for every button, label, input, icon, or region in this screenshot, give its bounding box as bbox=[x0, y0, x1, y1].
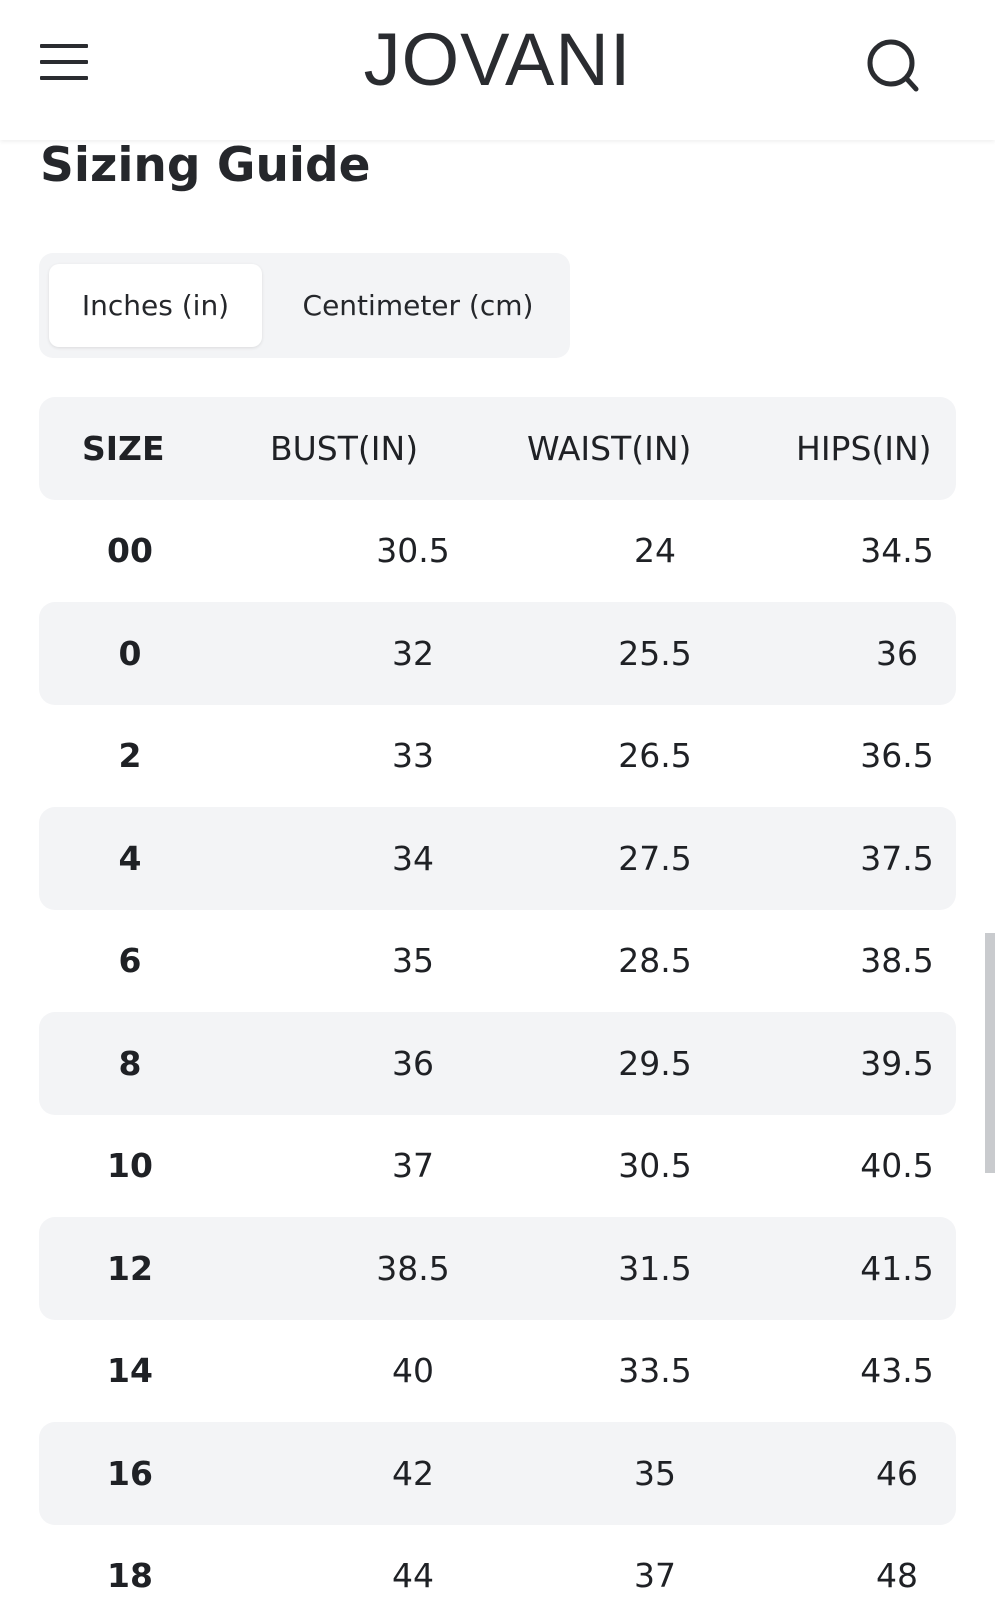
waist-cell: 37 bbox=[634, 1556, 676, 1596]
hips-cell: 34.5 bbox=[860, 531, 934, 571]
table-header-row: SIZE BUST(IN) WAIST(IN) HIPS(IN) bbox=[39, 397, 956, 500]
table-row: 18 44 37 48 bbox=[39, 1525, 956, 1600]
table-row: 14 40 33.5 43.5 bbox=[39, 1320, 956, 1423]
size-cell: 10 bbox=[107, 1146, 153, 1186]
size-cell: 2 bbox=[118, 736, 142, 776]
table-row: 4 34 27.5 37.5 bbox=[39, 807, 956, 910]
waist-cell: 30.5 bbox=[618, 1146, 692, 1186]
menu-line bbox=[40, 44, 88, 48]
menu-line bbox=[40, 76, 88, 80]
hips-cell: 46 bbox=[876, 1453, 918, 1493]
top-header: JOVANI bbox=[0, 0, 995, 140]
bust-cell: 40 bbox=[392, 1351, 434, 1391]
hips-cell: 38.5 bbox=[860, 941, 934, 981]
bust-cell: 42 bbox=[392, 1453, 434, 1493]
table-row: 12 38.5 31.5 41.5 bbox=[39, 1217, 956, 1320]
unit-toggle: Inches (in) Centimeter (cm) bbox=[39, 253, 570, 358]
waist-cell: 35 bbox=[634, 1453, 676, 1493]
table-row: 8 36 29.5 39.5 bbox=[39, 1012, 956, 1115]
hips-cell: 43.5 bbox=[860, 1351, 934, 1391]
tab-inches[interactable]: Inches (in) bbox=[49, 264, 262, 347]
hips-cell: 40.5 bbox=[860, 1146, 934, 1186]
waist-cell: 31.5 bbox=[618, 1248, 692, 1288]
brand-logo[interactable]: JOVANI bbox=[363, 18, 632, 101]
column-header-waist: WAIST(IN) bbox=[527, 428, 692, 468]
size-cell: 18 bbox=[107, 1556, 153, 1596]
size-cell: 12 bbox=[107, 1248, 153, 1288]
hips-cell: 39.5 bbox=[860, 1043, 934, 1083]
hips-cell: 36.5 bbox=[860, 736, 934, 776]
page-title: Sizing Guide bbox=[40, 138, 371, 193]
table-row: 16 42 35 46 bbox=[39, 1422, 956, 1525]
bust-cell: 38.5 bbox=[376, 1248, 450, 1288]
column-header-size: SIZE bbox=[82, 428, 165, 468]
hamburger-menu-icon[interactable] bbox=[40, 42, 88, 82]
waist-cell: 26.5 bbox=[618, 736, 692, 776]
hips-cell: 48 bbox=[876, 1556, 918, 1596]
bust-cell: 32 bbox=[392, 633, 434, 673]
size-cell: 8 bbox=[118, 1043, 142, 1083]
column-header-bust: BUST(IN) bbox=[270, 428, 419, 468]
menu-line bbox=[40, 60, 88, 64]
hips-cell: 37.5 bbox=[860, 838, 934, 878]
bust-cell: 35 bbox=[392, 941, 434, 981]
hips-cell: 36 bbox=[876, 633, 918, 673]
size-cell: 00 bbox=[107, 531, 153, 571]
table-row: 2 33 26.5 36.5 bbox=[39, 705, 956, 808]
bust-cell: 33 bbox=[392, 736, 434, 776]
column-header-hips: HIPS(IN) bbox=[796, 428, 932, 468]
waist-cell: 28.5 bbox=[618, 941, 692, 981]
table-row: 6 35 28.5 38.5 bbox=[39, 910, 956, 1013]
size-cell: 14 bbox=[107, 1351, 153, 1391]
size-cell: 4 bbox=[118, 838, 142, 878]
bust-cell: 34 bbox=[392, 838, 434, 878]
bust-cell: 37 bbox=[392, 1146, 434, 1186]
table-row: 10 37 30.5 40.5 bbox=[39, 1115, 956, 1218]
size-table: SIZE BUST(IN) WAIST(IN) HIPS(IN) 00 30.5… bbox=[39, 397, 956, 1600]
size-cell: 6 bbox=[118, 941, 142, 981]
bust-cell: 44 bbox=[392, 1556, 434, 1596]
waist-cell: 29.5 bbox=[618, 1043, 692, 1083]
waist-cell: 24 bbox=[634, 531, 676, 571]
tab-centimeter[interactable]: Centimeter (cm) bbox=[302, 289, 534, 322]
table-row: 0 32 25.5 36 bbox=[39, 602, 956, 705]
waist-cell: 25.5 bbox=[618, 633, 692, 673]
size-cell: 16 bbox=[107, 1453, 153, 1493]
search-icon[interactable] bbox=[864, 34, 924, 94]
bust-cell: 30.5 bbox=[376, 531, 450, 571]
waist-cell: 33.5 bbox=[618, 1351, 692, 1391]
bust-cell: 36 bbox=[392, 1043, 434, 1083]
size-cell: 0 bbox=[118, 633, 142, 673]
hips-cell: 41.5 bbox=[860, 1248, 934, 1288]
scrollbar[interactable] bbox=[985, 933, 995, 1173]
waist-cell: 27.5 bbox=[618, 838, 692, 878]
table-row: 00 30.5 24 34.5 bbox=[39, 500, 956, 603]
